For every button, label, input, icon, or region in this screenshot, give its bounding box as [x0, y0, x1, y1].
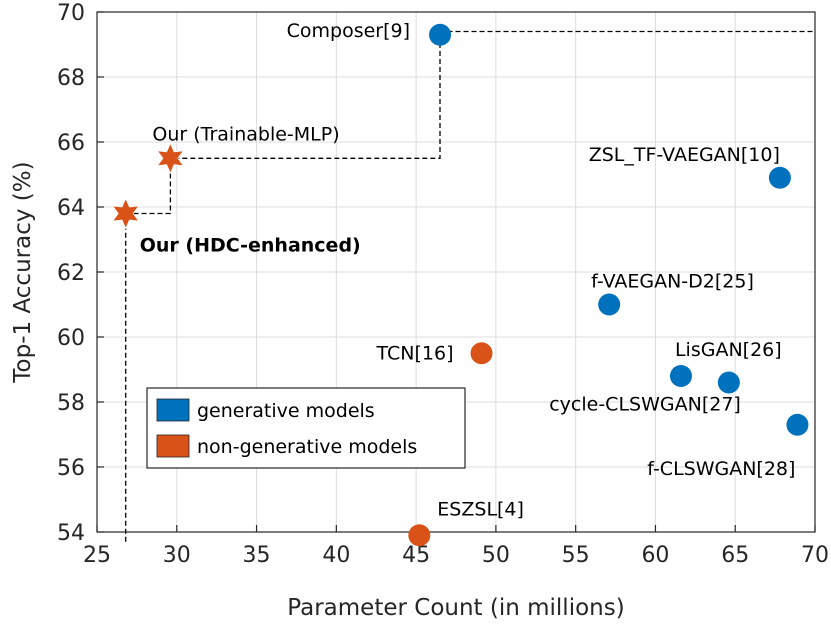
point-label: f-VAEGAN-D2[25]: [591, 271, 754, 293]
x-tick-label: 25: [83, 543, 111, 568]
data-point: [408, 524, 431, 547]
legend-swatch-generative: [156, 398, 190, 422]
legend: generative models non-generative models: [146, 387, 466, 469]
x-tick-label: 35: [243, 543, 271, 568]
data-point: [768, 166, 791, 189]
y-tick-label: 60: [57, 326, 85, 351]
point-label: ZSL_TF-VAEGAN[10]: [589, 144, 780, 166]
point-label: TCN[16]: [376, 342, 454, 364]
data-point-star: [111, 197, 140, 230]
point-label: Our (HDC-enhanced): [140, 235, 361, 257]
x-axis-ticks: 25 30 35 40 45 50 55 60 65 70: [83, 525, 829, 568]
legend-box: [146, 387, 466, 469]
point-label: cycle-CLSWGAN[27]: [549, 394, 741, 416]
data-points: [111, 23, 809, 547]
x-tick-label: 45: [402, 543, 430, 568]
y-tick-label: 64: [57, 196, 85, 221]
y-axis-label: Top-1 Accuracy (%): [10, 161, 36, 383]
point-label: LisGAN[26]: [675, 339, 782, 361]
x-tick-label: 65: [721, 543, 749, 568]
legend-swatch-non-generative: [156, 434, 190, 458]
data-point: [717, 371, 740, 394]
y-tick-label: 54: [57, 521, 85, 546]
point-label: ESZSL[4]: [437, 498, 524, 520]
x-tick-label: 30: [163, 543, 191, 568]
y-tick-label: 66: [57, 131, 85, 156]
y-tick-label: 62: [57, 261, 85, 286]
point-label: f-CLSWGAN[28]: [647, 458, 795, 480]
point-label: Our (Trainable-MLP): [152, 123, 339, 145]
x-tick-label: 55: [562, 543, 590, 568]
x-tick-label: 50: [482, 543, 510, 568]
y-tick-label: 68: [57, 66, 85, 91]
data-point-star: [156, 142, 185, 175]
x-tick-label: 40: [322, 543, 350, 568]
legend-label-non-generative: non-generative models: [197, 436, 417, 458]
y-tick-label: 58: [57, 391, 85, 416]
data-point: [470, 342, 493, 365]
data-point: [429, 23, 452, 46]
y-tick-label: 70: [57, 1, 85, 26]
point-labels: Composer[9] ZSL_TF-VAEGAN[10] f-VAEGAN-D2[…: [140, 20, 796, 521]
legend-label-generative: generative models: [197, 400, 375, 422]
y-axis-ticks: 54 56 58 60 62 64 66 68 70: [57, 1, 104, 546]
data-point: [786, 413, 809, 436]
x-tick-label: 70: [801, 543, 829, 568]
point-label: Composer[9]: [287, 20, 410, 42]
x-tick-label: 60: [641, 543, 669, 568]
data-point: [598, 293, 621, 316]
data-point: [669, 365, 692, 387]
y-tick-label: 56: [57, 456, 85, 481]
x-axis-label: Parameter Count (in millions): [287, 595, 624, 621]
